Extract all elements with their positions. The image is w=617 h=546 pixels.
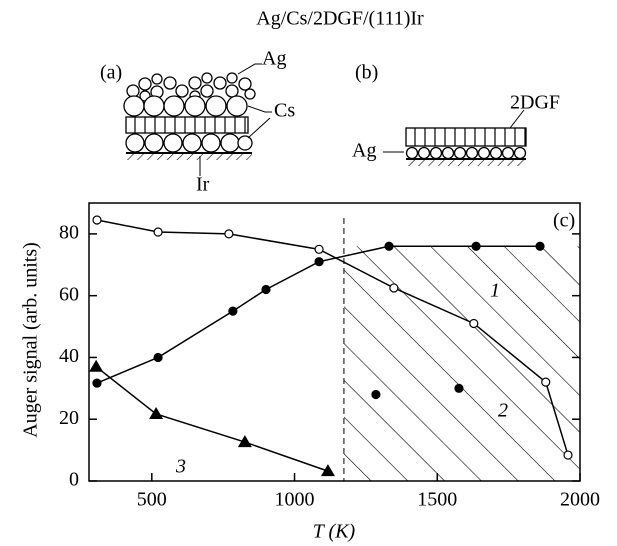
substrate-hatch: [126, 153, 252, 160]
marker: [320, 464, 335, 477]
marker: [389, 283, 399, 293]
label-ag: Ag: [262, 48, 286, 70]
y-tick-label: 40: [59, 345, 79, 367]
x-tick-label: 1500: [417, 489, 457, 511]
marker: [454, 383, 464, 393]
leader: [509, 109, 525, 129]
curve-label: 1: [490, 280, 500, 302]
curve: [95, 366, 329, 472]
marker: [228, 306, 238, 316]
x-tick-label: 2000: [560, 489, 600, 511]
cs-layer-lower: [125, 133, 253, 153]
panel-label: (c): [553, 210, 575, 232]
marker: [314, 244, 324, 254]
leader: [247, 105, 272, 113]
marker: [149, 406, 164, 419]
curve-label: 3: [175, 456, 186, 478]
panel-label: (b): [355, 62, 378, 84]
label-ag: Ag: [352, 140, 376, 162]
y-tick-label: 20: [59, 407, 79, 429]
y-tick-label: 60: [59, 283, 79, 305]
y-axis-label: Auger signal (arb. units): [20, 242, 42, 438]
x-axis-label: T (K): [313, 521, 356, 543]
label-cs: Cs: [274, 100, 295, 122]
cs-layer: [123, 95, 248, 117]
marker: [92, 215, 102, 225]
marker: [261, 284, 271, 295]
x-tick-label: 500: [137, 489, 167, 511]
y-tick-label: 0: [69, 469, 79, 491]
marker: [371, 389, 381, 400]
marker: [469, 318, 479, 329]
marker: [153, 352, 163, 363]
chart: (c) Auger signal (arb. units) T (K): [20, 210, 576, 543]
marker: [89, 359, 104, 372]
substrate-hatch: [406, 159, 526, 166]
graphene-layer: [125, 116, 249, 134]
leader: [247, 117, 271, 139]
graphene-layer: [405, 127, 527, 147]
panel-label: (a): [100, 62, 122, 84]
curve: [96, 245, 541, 384]
diagram-a: (a) Ag Cs Ir: [100, 48, 295, 196]
curve-label: 2: [498, 400, 508, 422]
marker: [314, 257, 324, 267]
label-2dgf: 2DGF: [510, 92, 560, 114]
marker: [153, 227, 163, 237]
marker: [471, 241, 481, 251]
marker: [384, 241, 394, 251]
marker: [224, 229, 234, 239]
curve: [96, 219, 569, 456]
marker: [563, 450, 573, 460]
marker: [535, 241, 545, 251]
y-tick-label: 80: [59, 221, 79, 243]
ag-layer: [405, 146, 527, 160]
leader: [237, 63, 262, 75]
x-tick-label: 1000: [275, 489, 315, 511]
marker: [237, 435, 252, 448]
hatched-region: [343, 246, 580, 481]
marker: [92, 378, 102, 388]
figure-title: Ag/Cs/2DGF/(111)Ir: [256, 8, 424, 30]
diagram-b: (b) 2DGF Ag: [352, 62, 560, 166]
label-ir: Ir: [196, 174, 210, 196]
plot-frame: [88, 202, 581, 482]
marker: [541, 377, 551, 387]
